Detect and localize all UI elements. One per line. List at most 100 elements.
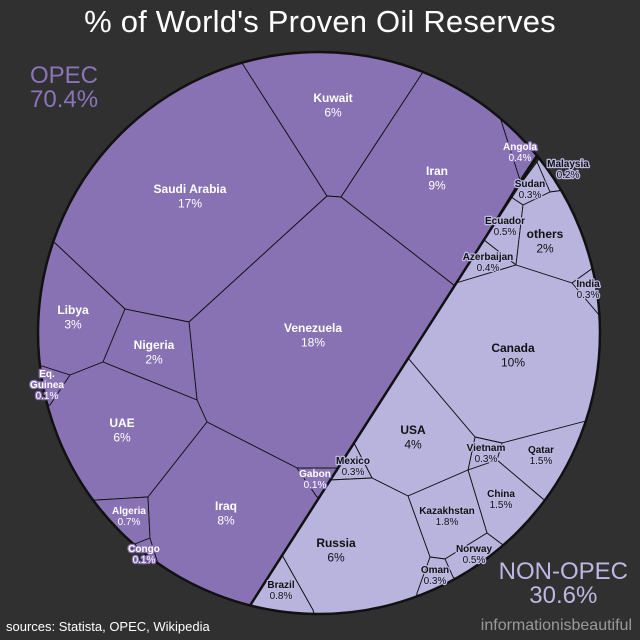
label-gabon: Gabon 0.1% [299, 469, 331, 491]
country-name: Angola [503, 142, 537, 153]
label-india: India 0.3% [576, 279, 600, 301]
country-value: 0.3% [342, 467, 365, 478]
country-value: 0.1% [304, 480, 327, 491]
label-iran: Iran 9% [426, 164, 448, 193]
label-azerbaijan: Azerbaijan 0.4% [463, 252, 514, 274]
country-value: 0.3% [519, 190, 542, 201]
country-value: 0.4% [509, 153, 532, 164]
country-value: 1.8% [436, 517, 459, 528]
country-value: 0.5% [463, 555, 486, 566]
country-value: 10% [501, 356, 525, 370]
label-others: others 2% [527, 227, 564, 256]
country-name: Iran [426, 164, 448, 178]
country-name: Brazil [267, 580, 294, 591]
non-opec-label: NON-OPEC [498, 558, 628, 585]
label-iraq: Iraq 8% [215, 499, 237, 528]
country-name: Venezuela [284, 321, 342, 335]
brand-logo-text: informationisbeautiful [480, 617, 632, 634]
label-malaysia: Malaysia 0.2% [547, 159, 589, 181]
country-value: 2% [145, 353, 163, 367]
country-value: 8% [217, 514, 235, 528]
country-name: China [487, 489, 515, 500]
country-name: Sudan [515, 179, 546, 190]
non-opec-total: 30.6% [529, 582, 598, 609]
label-usa: USA 4% [400, 423, 426, 452]
country-name: Eq. [39, 369, 55, 380]
opec-total: 70.4% [30, 86, 99, 113]
label-vietnam: Vietnam 0.3% [467, 443, 506, 465]
country-name: Nigeria [134, 338, 175, 352]
country-name: Libya [57, 303, 89, 317]
circle-outline [36, 50, 602, 616]
sources-text: sources: Statista, OPEC, Wikipedia [6, 619, 210, 634]
country-name: USA [400, 423, 426, 437]
label-venezuela: Venezuela 18% [284, 321, 342, 350]
chart-title: % of World's Proven Oil Reserves [84, 4, 556, 39]
country-name: Russia [316, 536, 356, 550]
country-value: 0.2% [557, 170, 580, 181]
country-value: 0.5% [494, 227, 517, 238]
cell-india [571, 259, 600, 331]
label-canada: Canada 10% [491, 341, 535, 370]
country-name: Azerbaijan [463, 252, 514, 263]
country-name: Malaysia [547, 159, 589, 170]
label-uae: UAE 6% [109, 416, 134, 445]
country-name: India [576, 279, 600, 290]
label-angola: Angola 0.4% [503, 142, 537, 164]
country-value: 6% [113, 431, 131, 445]
country-name: Mexico [336, 456, 370, 467]
label-congo: Congo 0.1% [128, 544, 160, 566]
country-name: Kazakhstan [419, 506, 475, 517]
country-value: 1.5% [530, 456, 553, 467]
label-libya: Libya 3% [57, 303, 89, 332]
country-name: Saudi Arabia [154, 182, 227, 196]
country-value: 18% [301, 336, 325, 350]
country-value: 0.4% [477, 263, 500, 274]
country-name: others [527, 227, 564, 241]
country-value: 17% [178, 197, 202, 211]
country-value: 0.3% [424, 576, 447, 587]
label-kuwait: Kuwait 6% [313, 91, 352, 120]
country-value: 0.3% [475, 454, 498, 465]
label-nigeria: Nigeria 2% [134, 338, 175, 367]
country-name: Canada [491, 341, 535, 355]
country-name: Vietnam [467, 443, 506, 454]
label-brazil: Brazil 0.8% [267, 580, 294, 602]
country-name: Iraq [215, 499, 237, 513]
country-name: Oman [421, 565, 449, 576]
country-name: Norway [456, 544, 493, 555]
label-oman: Oman 0.3% [421, 565, 449, 587]
opec-legend: OPEC 70.4% [30, 64, 98, 112]
label-russia: Russia 6% [316, 536, 356, 565]
country-value: 3% [64, 318, 82, 332]
country-value: 6% [324, 106, 342, 120]
label-saudi-arabia: Saudi Arabia 17% [154, 182, 227, 211]
opec-label: OPEC [30, 62, 99, 89]
label-norway: Norway 0.5% [456, 544, 493, 566]
country-name: Congo [128, 544, 160, 555]
label-ecuador: Ecuador 0.5% [485, 216, 525, 238]
label-algeria: Algeria 0.7% [112, 506, 146, 528]
country-name: Qatar [528, 445, 554, 456]
country-name: Ecuador [485, 216, 525, 227]
country-name: Guinea [30, 380, 64, 391]
label-sudan: Sudan 0.3% [515, 179, 546, 201]
label-china: China 1.5% [487, 489, 515, 511]
country-value: 0.7% [118, 517, 141, 528]
label-kazakhstan: Kazakhstan 1.8% [419, 506, 475, 528]
label-qatar: Qatar 1.5% [528, 445, 554, 467]
country-value: 1.5% [490, 500, 513, 511]
country-value: 0.1% [133, 555, 156, 566]
country-name: UAE [109, 416, 134, 430]
group-divider [226, 59, 600, 614]
country-name: Kuwait [313, 91, 352, 105]
label-eq-guinea: Eq. Guinea 0.1% [30, 369, 64, 402]
country-name: Gabon [299, 469, 331, 480]
country-name: Algeria [112, 506, 146, 517]
country-value: 9% [428, 179, 446, 193]
label-mexico: Mexico 0.3% [336, 456, 370, 478]
country-value: 2% [536, 242, 554, 256]
country-value: 0.3% [577, 290, 600, 301]
country-value: 0.1% [36, 391, 59, 402]
